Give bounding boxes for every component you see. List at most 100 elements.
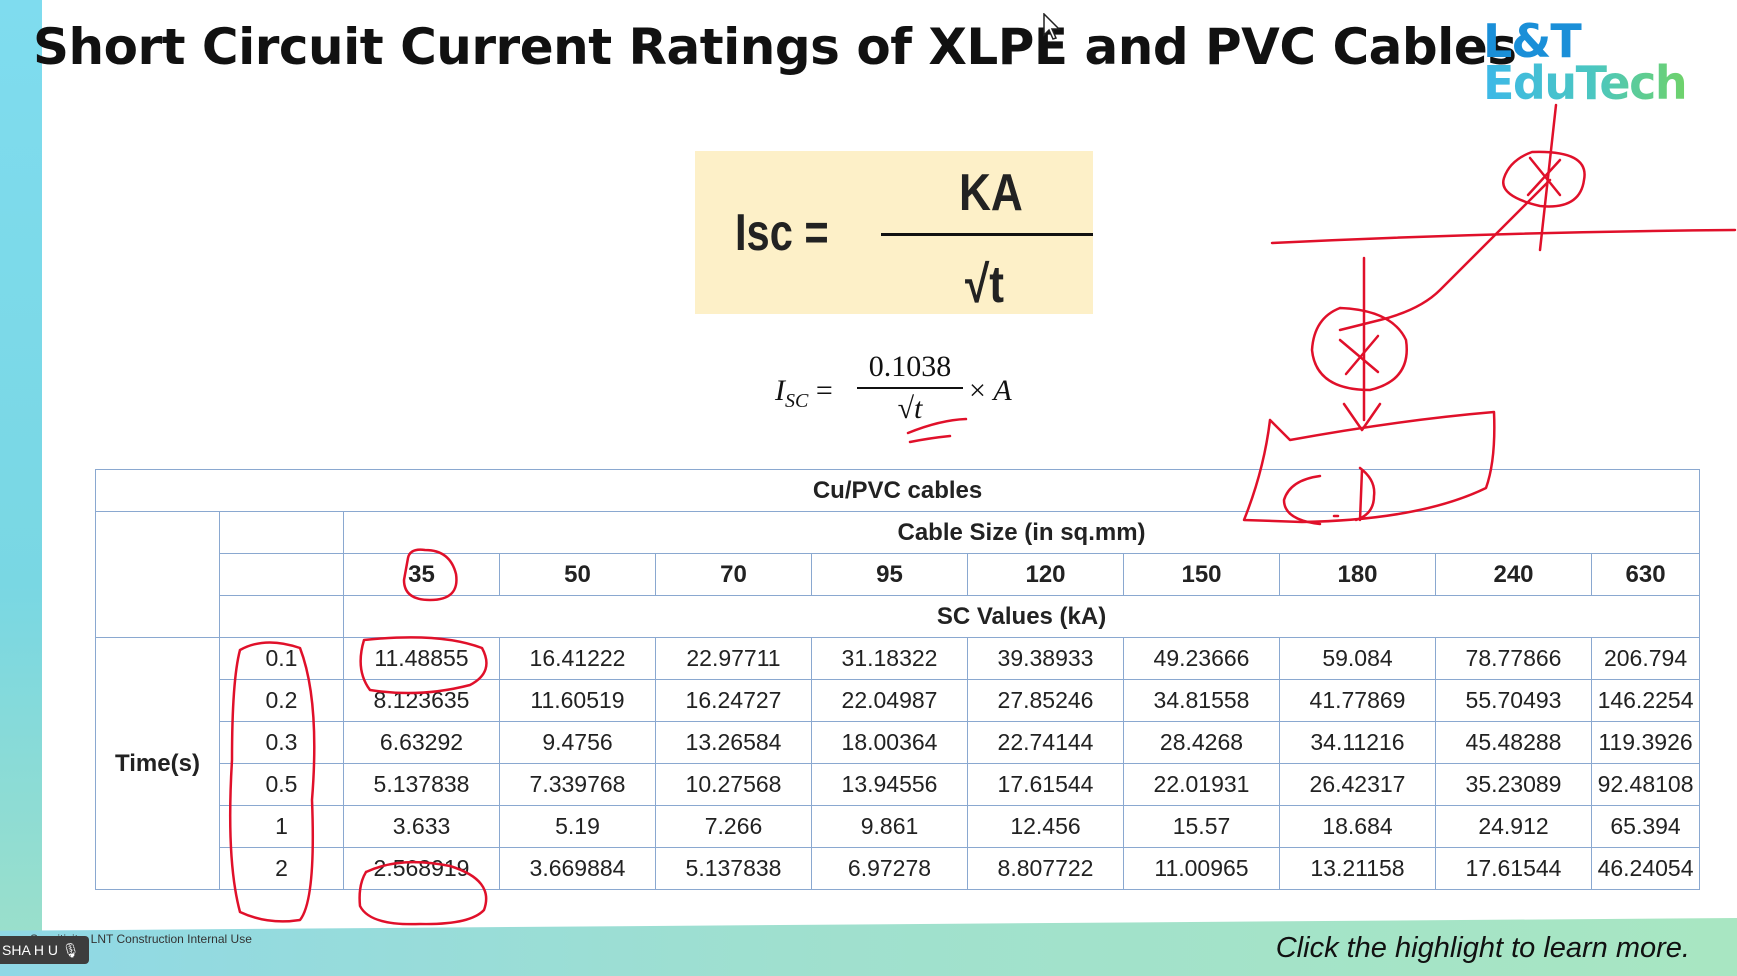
cable-size-70: 70 <box>655 553 812 596</box>
annotation-arrow-down <box>1342 402 1382 432</box>
equation-fraction: 0.1038 √t <box>857 350 963 426</box>
presenter-badge: SHA H U 🎙 <box>0 936 89 964</box>
table-row: 0.2 8.123635 11.60519 16.24727 22.04987 27.85… <box>96 679 1701 722</box>
table-row: 2 2.568919 3.669884 5.137838 6.97278 8.807722… <box>96 847 1701 890</box>
sc-value-cell: 59.084 <box>1279 637 1436 680</box>
sc-value-cell: 92.48108 <box>1590 763 1701 806</box>
sc-value-cell: 2.568919 <box>343 847 500 890</box>
sc-value-cell: 45.48288 <box>1435 721 1592 764</box>
sc-value-cell: 3.633 <box>343 805 500 848</box>
sc-value-cell: 27.85246 <box>967 679 1124 722</box>
sc-value-cell: 17.61544 <box>967 763 1124 806</box>
sc-value-cell: 35.23089 <box>1435 763 1592 806</box>
sc-value-cell: 41.77869 <box>1279 679 1436 722</box>
learn-more-prompt[interactable]: Click the highlight to learn more. <box>1275 932 1690 964</box>
formula-lhs: Isc = <box>735 204 829 262</box>
sc-value-cell: 6.63292 <box>343 721 500 764</box>
time-cell: 0.2 <box>219 679 344 722</box>
equation-denominator: √t <box>897 392 923 425</box>
time-axis-label: Time(s) <box>95 637 220 890</box>
formula-denominator: √t <box>965 256 1004 314</box>
sc-value-cell: 119.3926 <box>1590 721 1701 764</box>
logo-line2: EduTech <box>1483 56 1688 110</box>
sc-value-cell: 18.00364 <box>811 721 968 764</box>
time-cell: 0.3 <box>219 721 344 764</box>
sc-value-cell: 10.27568 <box>655 763 812 806</box>
table-row: 0.5 5.137838 7.339768 10.27568 13.94556 17.61… <box>96 763 1701 806</box>
sc-value-cell: 11.60519 <box>499 679 656 722</box>
slide-title: Short Circuit Current Ratings of XLPE an… <box>33 18 1517 76</box>
sc-value-cell: 22.97711 <box>655 637 812 680</box>
cable-size-header: Cable Size (in sq.mm) <box>342 511 1701 554</box>
annotation-circle-mid <box>1310 306 1408 392</box>
presenter-name: SHA H U <box>2 942 59 958</box>
sc-value-cell: 22.01931 <box>1123 763 1280 806</box>
sc-value-cell: 46.24054 <box>1590 847 1701 890</box>
cable-size-row: 35 50 70 95 120 150 180 240 630 <box>96 553 1701 596</box>
sc-value-cell: 7.339768 <box>499 763 656 806</box>
cable-size-50: 50 <box>499 553 656 596</box>
annotation-diagonal-line <box>1338 178 1552 332</box>
microphone-icon: 🎙 <box>61 942 80 958</box>
sc-value-cell: 65.394 <box>1590 805 1701 848</box>
sc-value-cell: 55.70493 <box>1435 679 1592 722</box>
sc-value-cell: 34.11216 <box>1279 721 1436 764</box>
sc-value-cell: 16.41222 <box>499 637 656 680</box>
lt-edutech-logo: L&T EduTech <box>1483 14 1688 110</box>
sc-value-cell: 12.456 <box>967 805 1124 848</box>
sc-value-cell: 9.861 <box>811 805 968 848</box>
annotation-cross-top <box>1526 156 1562 197</box>
short-circuit-table: Cu/PVC cables Cable Size (in sq.mm) 35 50… <box>94 469 1701 890</box>
sc-value-cell: 3.669884 <box>499 847 656 890</box>
equation-rhs: × A <box>969 374 1012 407</box>
sc-values-header: SC Values (kA) <box>342 595 1701 638</box>
equation-numerator: 0.1038 <box>868 350 952 383</box>
table-blank-cell <box>219 595 344 638</box>
time-cell: 0.1 <box>219 637 344 680</box>
cable-size-630: 630 <box>1590 553 1701 596</box>
formula-fraction-bar <box>881 233 1093 236</box>
sc-value-cell: 31.18322 <box>811 637 968 680</box>
cable-size-150: 150 <box>1123 553 1280 596</box>
table-row: 0.3 6.63292 9.4756 13.26584 18.00364 22.74144… <box>96 721 1701 764</box>
time-cell: 1 <box>219 805 344 848</box>
cable-size-120: 120 <box>967 553 1124 596</box>
left-decorative-stripe <box>0 0 42 976</box>
equation-fraction-bar <box>857 387 963 389</box>
sc-value-cell: 28.4268 <box>1123 721 1280 764</box>
annotation-horizontal-line <box>1270 228 1737 245</box>
table-corner-cell <box>95 511 220 638</box>
sc-value-cell: 13.21158 <box>1279 847 1436 890</box>
annotation-vertical-top <box>1538 103 1558 252</box>
cable-size-240: 240 <box>1435 553 1592 596</box>
sc-value-cell: 22.74144 <box>967 721 1124 764</box>
sc-value-cell: 206.794 <box>1590 637 1701 680</box>
time-cell: 0.5 <box>219 763 344 806</box>
sc-value-cell: 49.23666 <box>1123 637 1280 680</box>
sc-value-cell: 5.19 <box>499 805 656 848</box>
sc-value-cell: 15.57 <box>1123 805 1280 848</box>
sc-value-cell: 34.81558 <box>1123 679 1280 722</box>
sc-value-cell: 18.684 <box>1279 805 1436 848</box>
sc-value-cell: 146.2254 <box>1590 679 1701 722</box>
sc-value-cell: 78.77866 <box>1435 637 1592 680</box>
table-row: Time(s) 0.1 11.48855 16.41222 22.97711 31.183… <box>95 637 1701 890</box>
equation-lhs: ISC = <box>775 374 833 412</box>
sc-value-cell: 6.97278 <box>811 847 968 890</box>
sc-value-cell: 13.94556 <box>811 763 968 806</box>
sc-value-cell: 16.24727 <box>655 679 812 722</box>
sc-value-cell: 26.42317 <box>1279 763 1436 806</box>
sc-value-cell: 39.38933 <box>967 637 1124 680</box>
table-row: 1 3.633 5.19 7.266 9.861 12.456 15.57 18.684 24.… <box>96 805 1701 848</box>
sc-value-cell: 13.26584 <box>655 721 812 764</box>
annotation-cross-mid <box>1338 334 1380 376</box>
table-blank-cell <box>219 553 344 596</box>
cable-size-180: 180 <box>1279 553 1436 596</box>
formula-box: Isc = KA √t <box>695 151 1093 314</box>
formula-numerator: KA <box>959 164 1023 222</box>
sc-value-cell: 24.912 <box>1435 805 1592 848</box>
logo-line1: L&T <box>1483 14 1582 68</box>
cable-size-35: 35 <box>343 553 500 596</box>
sc-value-cell: 5.137838 <box>655 847 812 890</box>
table-blank-cell <box>219 511 344 554</box>
